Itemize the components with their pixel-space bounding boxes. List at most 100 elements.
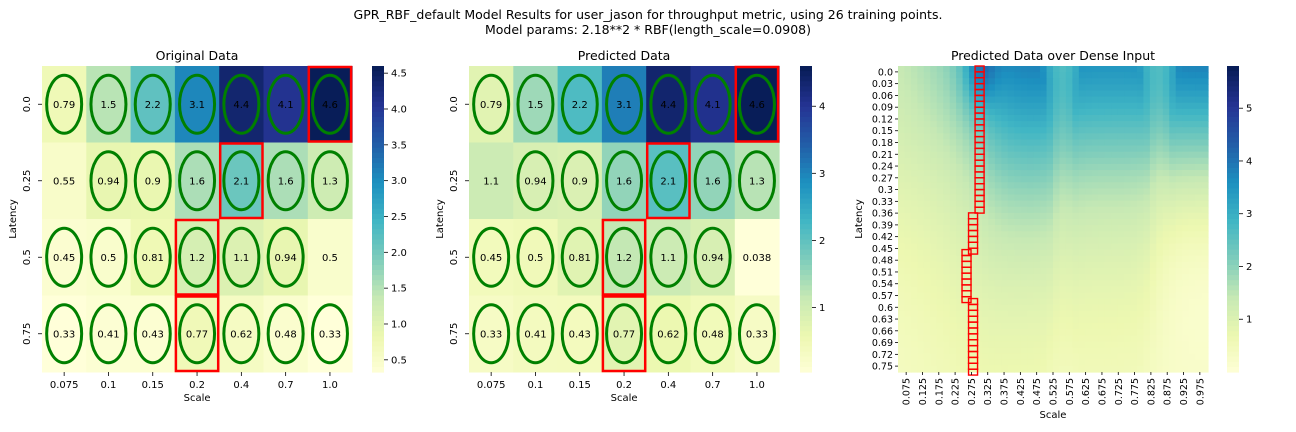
dense-cell [1104, 341, 1112, 349]
dense-cell [994, 170, 1002, 177]
dense-cell [943, 231, 951, 238]
dense-cell [1188, 157, 1196, 165]
colorbar-tick-label: 2 [1246, 262, 1252, 273]
dense-cell [1169, 157, 1177, 165]
dense-cell [917, 280, 925, 287]
dense-cell [1117, 72, 1125, 79]
dense-cell [904, 212, 912, 220]
dense-cell [1136, 243, 1145, 251]
dense-cell [1014, 261, 1022, 269]
dense-cell [943, 237, 951, 245]
dense-cell [904, 78, 912, 85]
dense-cell [1162, 359, 1170, 367]
dense-cell [1130, 66, 1138, 73]
dense-cell [1027, 286, 1035, 294]
dense-cell [930, 176, 938, 183]
dense-cell [981, 329, 990, 336]
dense-cell [936, 316, 944, 324]
dense-cell [1156, 243, 1164, 251]
dense-cell [1156, 121, 1164, 128]
dense-cell [1065, 145, 1073, 153]
colorbar-segment [800, 178, 812, 184]
dense-cell [917, 151, 925, 159]
training-point-ring [89, 73, 128, 135]
dense-cell [1091, 121, 1099, 128]
colorbar-segment [1227, 310, 1239, 317]
dense-cell [1091, 267, 1099, 275]
dense-cell [917, 359, 925, 367]
colorbar-segment [372, 132, 384, 138]
x-tick-label: 0.2 [616, 380, 632, 391]
dense-cell [1072, 237, 1080, 245]
dense-cell [898, 329, 906, 336]
dense-cell [1136, 206, 1145, 214]
dense-cell [898, 133, 906, 141]
dense-cell [898, 365, 906, 373]
dense-cell [1046, 163, 1054, 171]
dense-cell [981, 151, 990, 159]
dense-cell [898, 304, 906, 312]
dense-cell [1162, 267, 1170, 275]
dense-cell [1111, 170, 1119, 177]
dense-cell [1169, 133, 1177, 141]
dense-cell [1072, 274, 1080, 281]
dense-cell [1156, 133, 1164, 141]
dense-cell [969, 335, 977, 342]
dense-cell [1162, 151, 1170, 159]
dense-cell [1053, 163, 1061, 171]
dense-cell [1188, 176, 1196, 183]
dense-cell [1059, 231, 1067, 238]
dense-cell [1059, 267, 1067, 275]
dense-cell [917, 274, 925, 281]
cell-value: 0.81 [569, 253, 591, 264]
y-tick-label: 0.36 [872, 209, 893, 220]
dense-cell [1078, 286, 1086, 294]
dense-cell [1156, 237, 1164, 245]
dense-cell [988, 78, 996, 85]
dense-cell [1104, 170, 1112, 177]
best-cell-highlight [645, 142, 691, 220]
dense-cell [1175, 102, 1183, 110]
x-tick-label: 0.125 [918, 378, 929, 405]
dense-cell [1182, 108, 1190, 116]
dense-cell [1117, 96, 1125, 104]
dense-cell [910, 127, 918, 134]
dense-cell [1007, 182, 1015, 189]
heatmap-cell [86, 295, 132, 373]
dense-cell [1124, 127, 1132, 134]
dense-cell [1136, 329, 1145, 336]
dense-cell [898, 96, 906, 104]
training-point-ring [222, 150, 261, 212]
x-tick-label: 0.225 [951, 378, 962, 405]
colorbar-tick-label: 4.5 [391, 69, 407, 80]
dense-cell [1130, 200, 1138, 208]
dense-cell [994, 78, 1002, 85]
dense-cell [1175, 353, 1183, 361]
cell-value: 2.2 [145, 100, 161, 111]
dense-cell [1175, 243, 1183, 251]
dense-cell [1124, 182, 1132, 189]
dense-cell [1104, 96, 1112, 104]
cell-value: 0.43 [569, 329, 591, 340]
dense-cell [1130, 286, 1138, 294]
dense-cell [1098, 267, 1106, 275]
dense-cell [1072, 102, 1080, 110]
dense-cell [1162, 304, 1170, 312]
dense-cell [1156, 72, 1164, 79]
y-tick-label: 0.39 [872, 220, 893, 231]
dense-cell [1136, 72, 1145, 79]
dense-cell [1169, 261, 1177, 269]
dense-cell [1195, 157, 1203, 165]
dense-cell [981, 102, 990, 110]
dense-cell [988, 219, 996, 226]
dense-cell [898, 298, 906, 306]
dense-cell [1201, 176, 1209, 183]
dense-cell [1040, 329, 1048, 336]
dense-cell [1007, 90, 1015, 98]
dense-cell [1078, 127, 1086, 134]
dense-cell [1007, 206, 1015, 214]
dense-cell [1175, 310, 1183, 318]
dense-cell [1104, 274, 1112, 281]
dense-cell [1195, 274, 1203, 281]
dense-cell [1143, 127, 1151, 134]
